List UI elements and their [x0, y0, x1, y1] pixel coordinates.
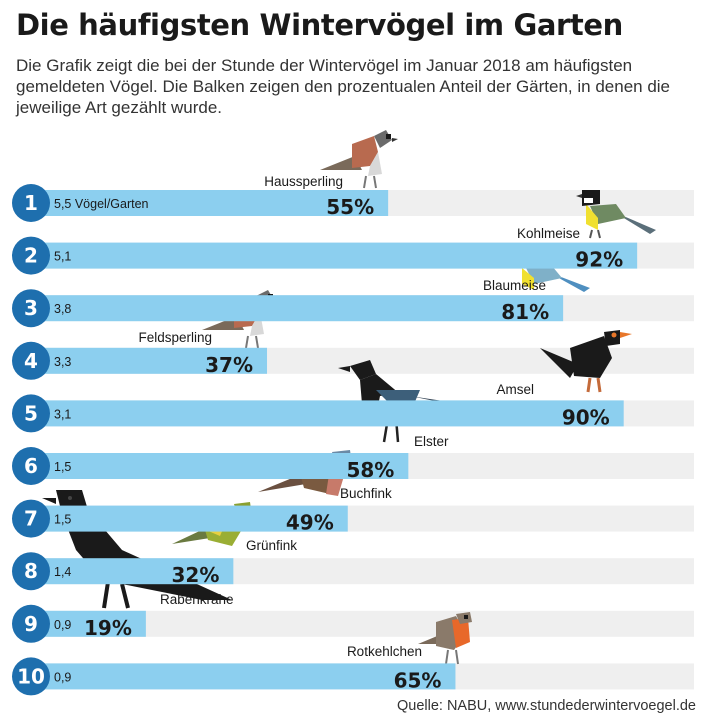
source-note: Quelle: NABU, www.stundederwintervoegel.… [396, 698, 696, 714]
rank-badge [12, 552, 50, 591]
rank-label: 3 [24, 296, 38, 320]
bar-6 [18, 453, 409, 479]
rank-badge [12, 657, 50, 696]
bar-8 [18, 558, 234, 585]
value-label: 37% [205, 353, 253, 377]
value-label: 65% [394, 668, 442, 692]
bar-4 [18, 347, 268, 374]
value-label: 58% [346, 458, 394, 482]
value-label: 90% [562, 405, 610, 429]
category-label: Amsel [496, 382, 534, 397]
rank-label: 7 [24, 507, 38, 531]
bar-5 [18, 400, 624, 427]
birds-per-garden-label: 3,8 [54, 302, 71, 316]
category-label: Rabenkrähe [160, 592, 234, 607]
rank-label: 8 [24, 559, 38, 583]
rank-badge [12, 604, 50, 643]
category-label: Haussperling [264, 174, 343, 189]
birds-per-garden-label: 5,5 Vögel/Garten [54, 197, 149, 211]
rank-label: 6 [24, 454, 38, 478]
category-label: Blaumeise [483, 278, 546, 293]
rank-badge [12, 499, 50, 538]
category-label: Rotkehlchen [347, 644, 422, 659]
rank-label: 1 [24, 191, 38, 215]
birds-per-garden-label: 1,4 [54, 565, 71, 579]
rank-badge [12, 447, 50, 485]
birds-per-garden-label: 5,1 [54, 250, 71, 264]
rank-badge [12, 289, 50, 328]
value-label: 55% [326, 195, 374, 219]
bar-1 [18, 190, 389, 216]
page-subtitle: Die Grafik zeigt die bei der Stunde der … [16, 56, 671, 117]
value-label: 49% [286, 511, 334, 535]
rank-label: 2 [24, 244, 38, 268]
category-label: Feldsperling [138, 330, 212, 345]
birds-per-garden-label: 0,9 [54, 618, 71, 632]
birds-per-garden-label: 1,5 [54, 513, 71, 527]
value-label: 92% [575, 248, 623, 272]
birds-per-garden-label: 3,1 [54, 407, 71, 421]
bar-2 [18, 242, 638, 269]
bar-10 [18, 663, 456, 690]
rank-badge [12, 184, 50, 222]
rank-label: 9 [24, 612, 38, 636]
rank-badge [12, 341, 50, 380]
value-label: 32% [171, 563, 219, 587]
rank-badge [12, 236, 50, 275]
value-label: 81% [501, 300, 549, 324]
birds-per-garden-label: 3,3 [54, 355, 71, 369]
birds-per-garden-label: 1,5 [54, 460, 71, 474]
category-label: Buchfink [340, 486, 392, 501]
page-title: Die häufigsten Wintervögel im Garten [16, 8, 623, 42]
value-label: 19% [84, 616, 132, 640]
category-label: Kohlmeise [517, 226, 580, 241]
rank-label: 5 [24, 401, 38, 425]
category-label: Grünfink [246, 538, 297, 553]
bar-7 [18, 505, 348, 532]
birds-per-garden-label: 0,9 [54, 670, 71, 684]
rank-label: 4 [24, 349, 38, 373]
bar-3 [18, 295, 564, 322]
category-label: Elster [414, 434, 449, 449]
rank-label: 10 [17, 664, 45, 688]
rank-badge [12, 394, 50, 433]
